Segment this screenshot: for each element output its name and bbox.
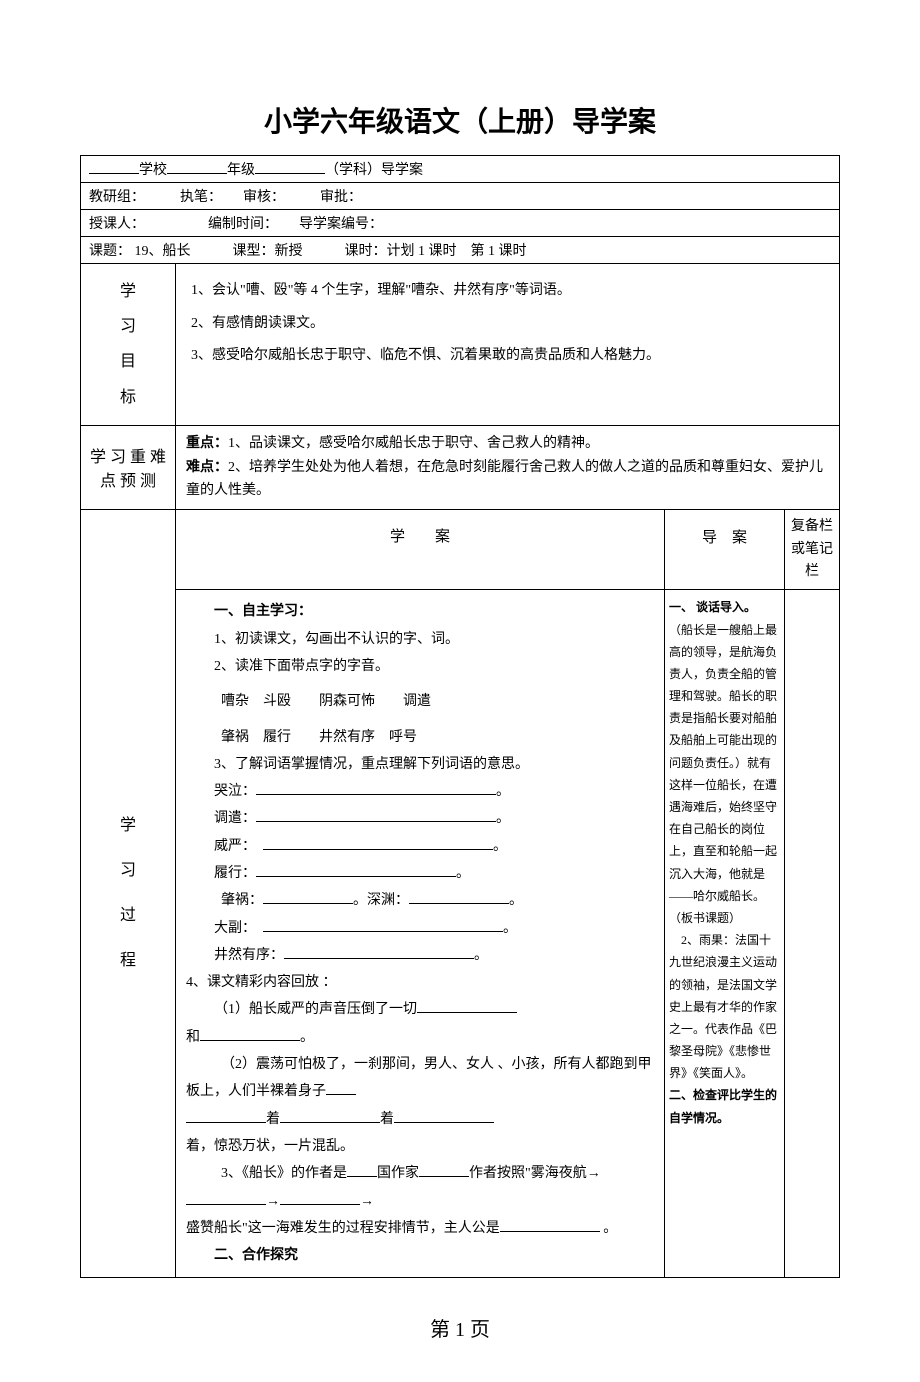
guide-t2: 二、检查评比学生的自学情况。 xyxy=(669,1088,777,1124)
lesson-p3: 3、了解词语掌握情况，重点理解下列词语的意思。 xyxy=(186,751,654,778)
guide-t1: 一、 谈话导入。 xyxy=(669,600,756,614)
goals-l3: 目 xyxy=(86,344,170,379)
approver-label: 审批： xyxy=(320,190,362,205)
header-row-2: 教研组： 执笔： 审核： 审批： xyxy=(81,183,840,210)
goal-2: 2、有感情朗读课文。 xyxy=(191,311,824,338)
vocab-5b: 深渊： xyxy=(367,893,409,908)
header-row-3: 授课人： 编制时间： 导学案编号： xyxy=(81,210,840,237)
keypoints-label: 学 习 重 难 点 预 测 xyxy=(81,425,176,509)
goal-1: 1、会认"嘈、殴"等 4 个生字，理解"嘈杂、井然有序"等词语。 xyxy=(191,278,824,305)
note-content xyxy=(785,590,840,1278)
vocab-3: 威严： xyxy=(214,839,249,854)
goals-l1: 学 xyxy=(86,274,170,309)
column-header-row: 学 习 过 程 学 案 导 案 复备栏或笔记栏 xyxy=(81,510,840,590)
vocab-5a: 肇祸： xyxy=(221,893,263,908)
proc-l3: 过 xyxy=(86,894,170,939)
sec1-title: 一、自主学习： xyxy=(186,598,654,625)
period-value: 计划 1 课时 第 1 课时 xyxy=(387,244,527,259)
guide-content: 一、 谈话导入。 （船长是一艘船上最高的领导，是航海负责人，负责全船的管理和驾驶… xyxy=(665,590,785,1278)
q3c: 作者按照"雾海夜航→ xyxy=(469,1166,601,1181)
goals-content: 1、会认"嘈、殴"等 4 个生字，理解"嘈杂、井然有序"等词语。 2、有感情朗读… xyxy=(176,264,840,426)
proc-l2: 习 xyxy=(86,849,170,894)
date-label: 编制时间： xyxy=(208,217,271,232)
proc-l4: 程 xyxy=(86,939,170,984)
lesson-p1: 1、初读课文，勾画出不认识的字、词。 xyxy=(186,626,654,653)
writer-label: 执笔： xyxy=(180,190,215,205)
q2c: 着 xyxy=(380,1112,394,1127)
vocab-2: 调遣： xyxy=(214,811,256,826)
doc-title: 小学六年级语文（上册）导学案 xyxy=(80,100,840,140)
q3a: 3、《船长》的作者是 xyxy=(221,1166,347,1181)
type-label: 课型： xyxy=(233,244,275,259)
note-col-head: 复备栏或笔记栏 xyxy=(785,510,840,590)
page-number: 第 1 页 xyxy=(80,1313,840,1342)
reviewer-label: 审核： xyxy=(243,190,278,205)
guide-g2: 2、雨果：法国十九世纪浪漫主义运动的领袖，是法国文学史上最有才华的作家之一。代表… xyxy=(669,933,777,1080)
q1b: 和 xyxy=(186,1030,200,1045)
q2d: 着，惊恐万状，一片混乱。 xyxy=(186,1139,354,1154)
goal-3: 3、感受哈尔威船长忠于职守、临危不惧、沉着果敢的高贵品质和人格魅力。 xyxy=(191,343,824,370)
vocab-6: 大副： xyxy=(214,921,249,936)
q3b: 国作家 xyxy=(377,1166,419,1181)
group-label: 教研组： xyxy=(89,190,138,205)
subject-label: （学科）导学案 xyxy=(325,163,423,178)
q2: （2）震荡可怕极了，一刹那间，男人、女人 、小孩，所有人都跑到甲板上，人们半裸着… xyxy=(186,1057,652,1099)
content-row: 一、自主学习： 1、初读课文，勾画出不认识的字、词。 2、读准下面带点字的字音。… xyxy=(81,590,840,1278)
keypoints-row: 学 习 重 难 点 预 测 重点：1、品读课文，感受哈尔威船长忠于职守、舍己救人… xyxy=(81,425,840,509)
key-label: 重点： xyxy=(186,436,228,451)
period-label: 课时： xyxy=(345,244,387,259)
school-label: 学校 xyxy=(139,163,167,178)
goals-row: 学 习 目 标 1、会认"嘈、殴"等 4 个生字，理解"嘈杂、井然有序"等词语。… xyxy=(81,264,840,426)
lesson-plan-table: 学校 年级 （学科）导学案 教研组： 执笔： 审核： 审批： 授课人： 编制时间： … xyxy=(80,155,840,1278)
lesson-words2: 肇祸 履行 井然有序 呼号 xyxy=(186,724,654,751)
teacher-label: 授课人： xyxy=(89,217,138,232)
q3d: 盛赞船长"这一海难发生的过程安排情节，主人公是 xyxy=(186,1221,500,1236)
proc-l1: 学 xyxy=(86,804,170,849)
keypoints-content: 重点：1、品读课文，感受哈尔威船长忠于职守、舍己救人的精神。 难点：2、培养学生… xyxy=(176,425,840,509)
topic-value: 19、船长 xyxy=(135,244,191,259)
q2b: 着 xyxy=(266,1112,280,1127)
type-value: 新授 xyxy=(275,244,303,259)
vocab-1: 哭泣： xyxy=(214,784,256,799)
diff-label: 难点： xyxy=(186,460,228,475)
lesson-content: 一、自主学习： 1、初读课文，勾画出不认识的字、词。 2、读准下面带点字的字音。… xyxy=(176,590,665,1278)
vocab-4: 履行： xyxy=(214,866,256,881)
header-row-1: 学校 年级 （学科）导学案 xyxy=(81,156,840,183)
number-label: 导学案编号： xyxy=(299,217,383,232)
lesson-col-head: 学 案 xyxy=(176,510,665,590)
header-row-4: 课题： 19、船长 课型：新授 课时：计划 1 课时 第 1 课时 xyxy=(81,237,840,264)
q1: （1）船长威严的声音压倒了一切 xyxy=(214,1002,417,1017)
lesson-p4: 4、课文精彩内容回放 ： xyxy=(186,969,654,996)
lesson-p2: 2、读准下面带点字的字音。 xyxy=(186,653,654,680)
key-text: 1、品读课文，感受哈尔威船长忠于职守、舍己救人的精神。 xyxy=(228,436,599,451)
sec2-title: 二、合作探究 xyxy=(186,1242,654,1269)
guide-col-head: 导 案 xyxy=(665,510,785,590)
topic-label: 课题： xyxy=(89,244,131,259)
diff-text: 2、培养学生处处为他人着想，在危急时刻能履行舍己救人的做人之道的品质和尊重妇女、… xyxy=(186,460,823,499)
lesson-words1: 嘈杂 斗殴 阴森可怖 调遣 xyxy=(186,688,654,715)
vocab-7: 井然有序： xyxy=(214,948,284,963)
process-label: 学 习 过 程 xyxy=(81,510,176,1278)
goals-l4: 标 xyxy=(86,380,170,415)
grade-label: 年级 xyxy=(227,163,255,178)
guide-g1: （船长是一艘船上最高的领导，是航海负责人，负责全船的管理和驾驶。船长的职责是指船… xyxy=(669,623,777,925)
goals-label: 学 习 目 标 xyxy=(81,264,176,426)
goals-l2: 习 xyxy=(86,309,170,344)
